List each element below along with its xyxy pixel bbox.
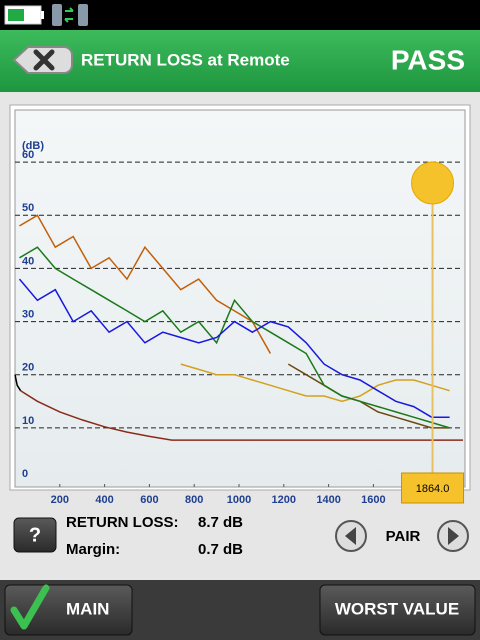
cursor-handle[interactable] (411, 161, 455, 205)
series-line (180, 363, 450, 403)
x-tick-label: 1000 (227, 494, 251, 506)
button-label: MAIN (66, 599, 109, 618)
button-label: WORST VALUE (335, 599, 459, 618)
y-tick-label: 20 (22, 362, 34, 374)
x-tick-label: 1600 (361, 494, 385, 506)
reading-value: 8.7 dB (198, 514, 243, 531)
close-button[interactable] (12, 46, 73, 74)
battery-icon (4, 5, 44, 25)
series-line (19, 214, 272, 354)
y-tick-label: 0 (22, 468, 28, 480)
y-tick-label: 40 (22, 255, 34, 267)
reading-value: 0.7 dB (198, 541, 243, 558)
status: PASS (391, 44, 465, 75)
y-tick-label: 50 (22, 202, 34, 214)
series-line (18, 278, 450, 418)
y-tick-label: 60 (22, 149, 34, 161)
x-tick-label: 200 (51, 494, 69, 506)
help-button[interactable]: ? (13, 517, 57, 553)
x-tick-label: 400 (95, 494, 113, 506)
header-title: RETURN LOSS at Remote (81, 50, 290, 69)
x-tick-label: 1200 (272, 494, 296, 506)
prev-pair-button[interactable] (335, 520, 367, 552)
status-bar (0, 0, 480, 30)
cursor-label: 1864.0 (416, 483, 450, 495)
reading-label: Margin: (66, 541, 120, 558)
series-line (14, 374, 22, 392)
y-tick-label: 30 (22, 308, 34, 320)
reading-label: RETURN LOSS: (66, 514, 179, 531)
main-button[interactable]: MAIN (4, 584, 133, 636)
worst-value-button[interactable]: WORST VALUE (319, 584, 476, 636)
help-label: ? (29, 524, 41, 546)
cursor-box (401, 472, 465, 504)
pair-label: PAIR (386, 528, 421, 545)
x-tick-label: 1400 (316, 494, 340, 506)
y-axis-label: (dB) (22, 140, 44, 152)
x-tick-label: 600 (140, 494, 158, 506)
plot-area (14, 109, 466, 488)
device-icon (52, 4, 88, 26)
series-line (20, 390, 463, 441)
y-tick-label: 10 (22, 415, 34, 427)
series-line (287, 363, 450, 429)
header-bar (0, 30, 480, 92)
chart: 0 10 20 30 40 50 60 200 400 600 800 1000 1200 1400 160… (14, 149, 465, 506)
series-line (19, 246, 450, 429)
next-pair-button[interactable] (437, 520, 469, 552)
x-tick-label: 800 (185, 494, 203, 506)
